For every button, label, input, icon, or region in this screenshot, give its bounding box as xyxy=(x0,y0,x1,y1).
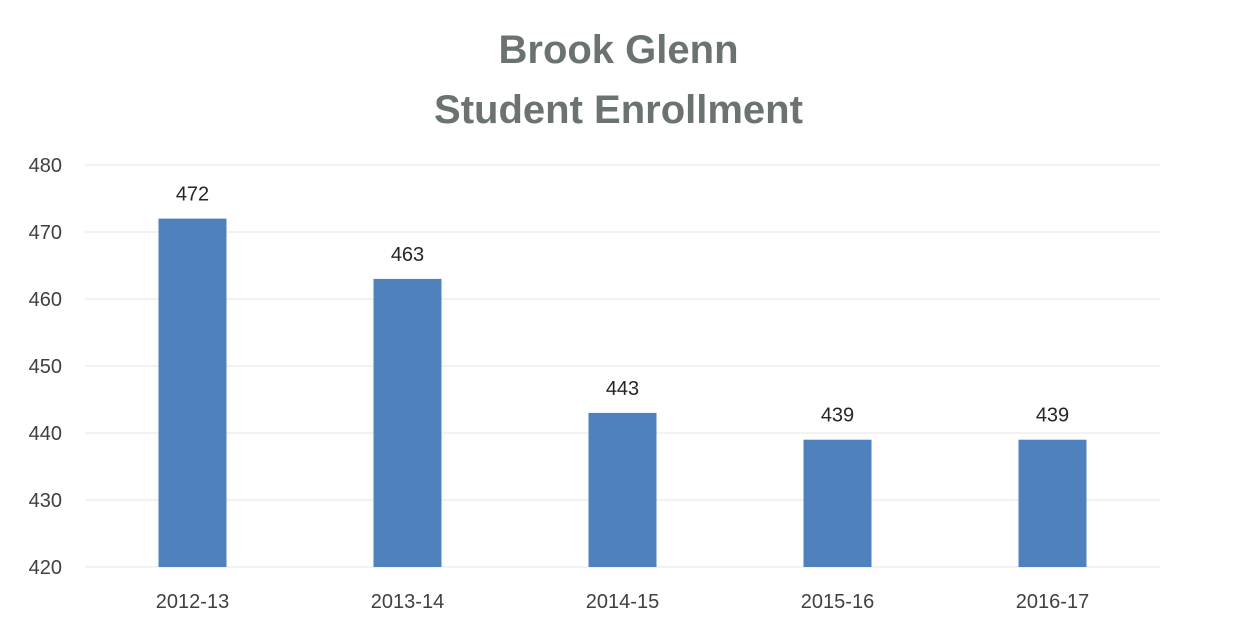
data-label: 439 xyxy=(821,405,854,427)
x-tick-label: 2013-14 xyxy=(371,591,444,613)
bar xyxy=(588,412,657,567)
bars xyxy=(158,218,1087,567)
bar xyxy=(1018,439,1087,567)
chart-title-line-1: Brook Glenn xyxy=(498,28,739,72)
data-label: 439 xyxy=(1036,405,1069,427)
data-labels: 472 463 443 439 439 xyxy=(176,184,1069,427)
y-tick-label: 440 xyxy=(29,423,62,445)
y-tick-label: 430 xyxy=(29,490,62,512)
y-tick-label: 470 xyxy=(29,222,62,244)
x-axis-ticks: 2012-13 2013-14 2014-15 2015-16 2016-17 xyxy=(156,591,1089,613)
y-tick-label: 450 xyxy=(29,356,62,378)
y-axis-ticks: 420 430 440 450 460 470 480 xyxy=(29,155,62,579)
y-tick-label: 420 xyxy=(29,557,62,579)
bar xyxy=(373,278,442,567)
x-tick-label: 2015-16 xyxy=(801,591,874,613)
chart-title-line-2: Student Enrollment xyxy=(434,88,803,132)
y-tick-label: 460 xyxy=(29,289,62,311)
bar xyxy=(803,439,872,567)
bar xyxy=(158,218,227,567)
x-tick-label: 2016-17 xyxy=(1016,591,1089,613)
data-label: 463 xyxy=(391,244,424,266)
data-label: 472 xyxy=(176,184,209,206)
x-tick-label: 2012-13 xyxy=(156,591,229,613)
data-label: 443 xyxy=(606,378,639,400)
x-tick-label: 2014-15 xyxy=(586,591,659,613)
y-tick-label: 480 xyxy=(29,155,62,177)
